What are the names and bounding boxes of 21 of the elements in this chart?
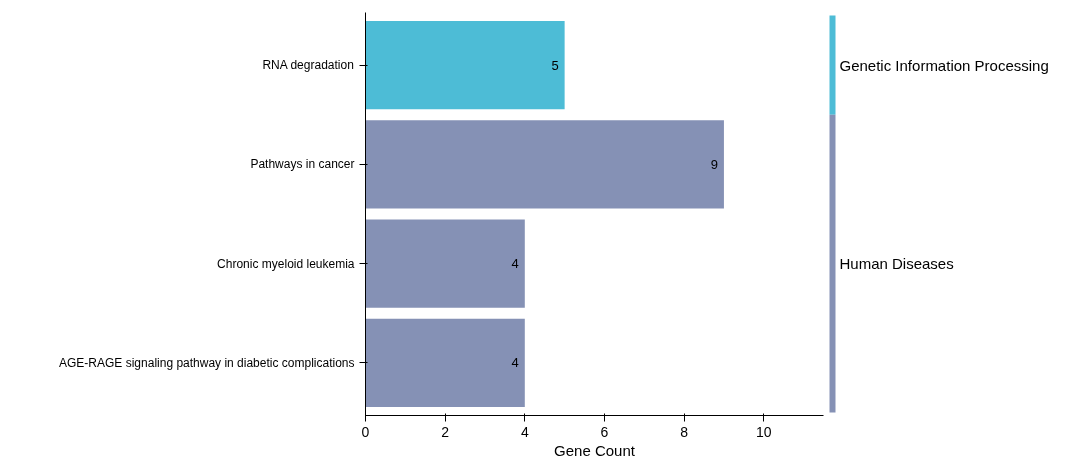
y-tick-label: AGE-RAGE signaling pathway in diabetic complications bbox=[59, 355, 355, 370]
x-tick-label: 6 bbox=[600, 423, 609, 440]
x-tick-label: 10 bbox=[755, 423, 772, 440]
y-tick-label: RNA degradation bbox=[262, 58, 354, 73]
x-tick-label: 4 bbox=[520, 423, 529, 440]
bar bbox=[365, 318, 525, 408]
data-label: 4 bbox=[511, 256, 519, 272]
bar bbox=[365, 219, 525, 308]
text: Human Diseases bbox=[839, 255, 954, 273]
x-axis-title: Gene Count bbox=[554, 441, 636, 459]
x-tick-label: 8 bbox=[680, 423, 689, 440]
y-tick-label: Chronic myeloid leukemia bbox=[217, 256, 355, 271]
bar bbox=[365, 20, 565, 110]
bar bbox=[365, 120, 724, 209]
data-label: 5 bbox=[551, 57, 559, 73]
text: Genetic Information Processing bbox=[839, 56, 1049, 74]
data-label: 9 bbox=[710, 156, 718, 172]
x-tick-label: 0 bbox=[361, 423, 370, 440]
y-tick-label: Pathways in cancer bbox=[250, 157, 355, 172]
x-tick-label: 2 bbox=[441, 423, 450, 440]
data-label: 4 bbox=[511, 355, 519, 371]
